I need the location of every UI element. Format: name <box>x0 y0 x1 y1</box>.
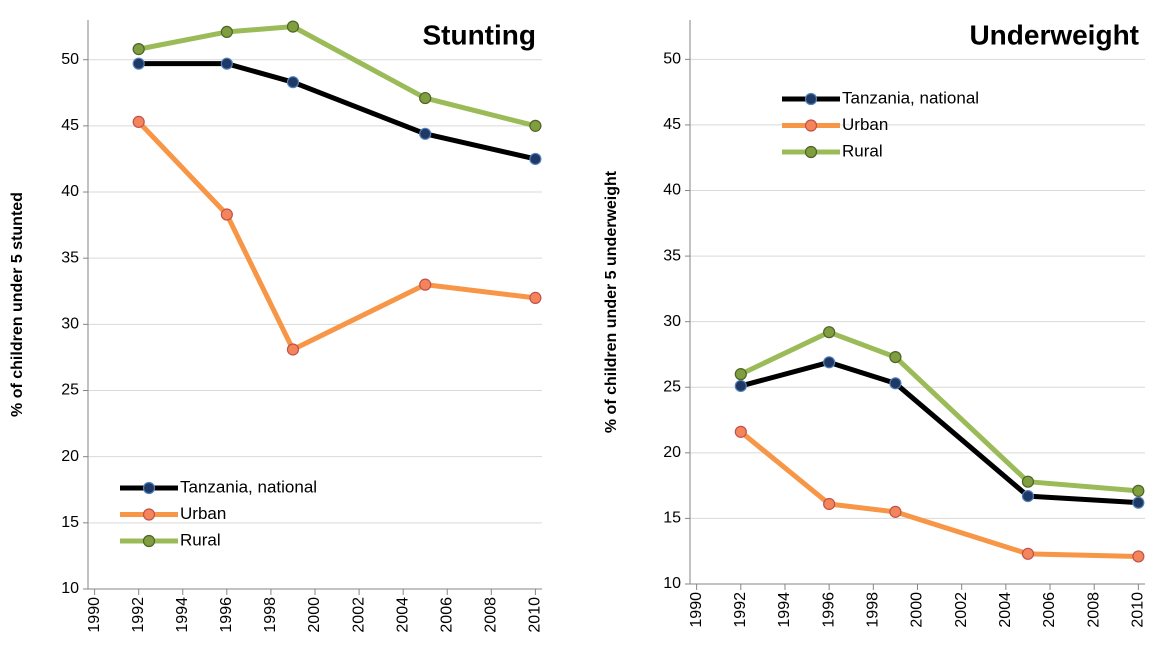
y-tick-label: 15 <box>61 514 79 531</box>
x-tick-label: 2006 <box>438 597 455 633</box>
legend-label: Tanzania, national <box>180 477 317 496</box>
series-line <box>136 120 536 352</box>
y-tick-label: 30 <box>61 316 79 333</box>
x-tick-label: 1990 <box>86 597 103 633</box>
data-point <box>132 43 145 56</box>
data-point <box>889 350 902 364</box>
legend-marker <box>142 534 156 548</box>
data-point <box>734 379 747 393</box>
data-point <box>220 208 233 221</box>
y-axis-label: % of children under 5 underweight <box>603 170 620 433</box>
legend-label: Rural <box>842 141 883 160</box>
series-line <box>739 329 1139 494</box>
data-point <box>889 505 902 518</box>
data-point <box>823 326 836 339</box>
y-tick-label: 45 <box>61 117 79 134</box>
x-tick-label: 1990 <box>688 592 705 628</box>
data-point <box>1021 475 1035 488</box>
legend-label: Urban <box>180 504 226 523</box>
data-point <box>132 115 145 128</box>
y-tick-label: 20 <box>663 444 681 461</box>
y-tick-label: 35 <box>663 247 681 264</box>
chart: 10 15 20 25 30 35 40 45 50 1990 1992 1994 1996 1998 20… <box>603 19 1146 627</box>
data-point <box>286 20 300 33</box>
data-point <box>529 152 542 166</box>
data-point <box>132 57 145 70</box>
chart: 10 15 20 25 30 35 40 45 50 1990 1992 1994 1996 1998 20… <box>9 19 543 632</box>
y-tick-label: 50 <box>663 51 681 68</box>
data-point <box>734 425 747 438</box>
legend-marker <box>804 92 818 106</box>
y-tick-label: 45 <box>663 116 681 133</box>
legend-marker <box>142 481 156 495</box>
y-tick-label: 30 <box>663 313 681 330</box>
y-tick-label: 50 <box>61 51 79 68</box>
y-tick-label: 10 <box>663 575 681 592</box>
data-point <box>1021 490 1035 503</box>
legend-marker <box>804 145 818 159</box>
chart-title: Underweight <box>969 19 1139 50</box>
x-tick-label: 1998 <box>262 597 279 633</box>
y-tick-label: 25 <box>61 382 79 399</box>
data-point <box>734 368 747 381</box>
data-point <box>889 377 902 390</box>
x-tick-label: 2004 <box>394 597 411 633</box>
x-tick-label: 2000 <box>306 597 323 633</box>
x-tick-label: 2010 <box>1130 592 1147 628</box>
legend-marker <box>142 508 156 521</box>
y-axis-label: % of children under 5 stunted <box>9 192 26 417</box>
data-point <box>1132 496 1145 509</box>
data-point <box>286 76 300 89</box>
x-tick-label: 1996 <box>218 597 235 633</box>
x-tick-label: 1996 <box>820 592 837 628</box>
data-point <box>823 356 836 369</box>
x-tick-label: 1998 <box>865 592 882 628</box>
x-tick-label: 1992 <box>732 592 749 628</box>
legend-label: Tanzania, national <box>842 88 979 107</box>
x-tick-label: 2010 <box>527 597 544 633</box>
data-point <box>823 497 836 511</box>
x-tick-label: 2002 <box>953 592 970 628</box>
series-line <box>739 429 1139 559</box>
data-point <box>220 25 233 39</box>
x-tick-label: 2004 <box>997 592 1014 628</box>
data-point <box>529 291 542 304</box>
legend-marker <box>804 119 818 132</box>
chart-title: Stunting <box>422 19 536 50</box>
y-tick-label: 40 <box>61 183 79 200</box>
data-point <box>419 127 432 140</box>
x-tick-label: 1992 <box>130 597 147 633</box>
y-tick-label: 10 <box>61 580 79 597</box>
y-tick-label: 35 <box>61 249 79 266</box>
data-point <box>1132 484 1145 497</box>
data-point <box>1021 547 1035 560</box>
legend-label: Urban <box>842 115 888 134</box>
legend-label: Rural <box>180 530 221 549</box>
data-point <box>419 278 432 291</box>
data-point <box>419 91 432 105</box>
data-point <box>1132 550 1145 563</box>
x-tick-label: 2006 <box>1041 592 1058 628</box>
data-point <box>286 343 300 356</box>
x-tick-label: 2002 <box>350 597 367 633</box>
x-tick-label: 1994 <box>776 592 793 628</box>
x-tick-label: 2000 <box>909 592 926 628</box>
y-tick-label: 25 <box>663 378 681 395</box>
data-point <box>529 119 542 132</box>
x-tick-label: 2008 <box>483 597 500 633</box>
data-point <box>220 57 233 70</box>
y-tick-label: 20 <box>61 448 79 465</box>
x-tick-label: 2008 <box>1085 592 1102 628</box>
y-tick-label: 40 <box>663 182 681 199</box>
y-tick-label: 15 <box>663 510 681 527</box>
x-tick-label: 1994 <box>174 597 191 633</box>
